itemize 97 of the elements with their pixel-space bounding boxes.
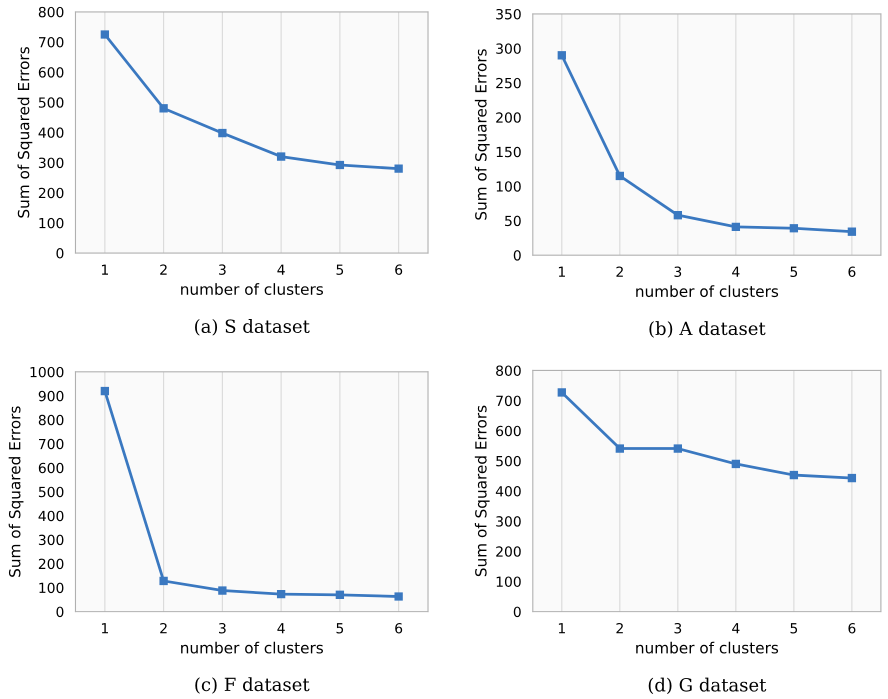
- x-tick-label: 5: [790, 266, 798, 277]
- y-tick-label: 150: [496, 146, 521, 158]
- y-tick-label: 700: [39, 438, 64, 450]
- y-axis-title: Sum of Squared Errors: [474, 49, 490, 220]
- point: [848, 228, 856, 236]
- x-tick-label: 5: [336, 264, 344, 275]
- y-tick-label: 600: [496, 426, 521, 436]
- y-axis-title: Sum of Squared Errors: [18, 47, 32, 218]
- y-tick-label: 700: [39, 36, 64, 48]
- y-tick-label: 200: [496, 546, 521, 557]
- x-tick-label: 2: [160, 622, 167, 634]
- point: [218, 586, 227, 595]
- y-axis-title: Sum of Squared Errors: [8, 406, 24, 577]
- x-tick-label: 4: [732, 266, 740, 277]
- y-tick-label: 0: [514, 250, 521, 261]
- point: [790, 224, 798, 232]
- y-tick-label: 0: [514, 606, 521, 618]
- x-tick-label: 6: [395, 622, 402, 634]
- x-tick-label: 3: [674, 622, 682, 634]
- y-tick-label: 100: [39, 218, 64, 228]
- y-tick-label: 400: [38, 127, 64, 138]
- x-axis-title: number of clusters: [181, 283, 323, 295]
- y-tick-label: 200: [38, 558, 64, 570]
- point: [558, 388, 566, 397]
- point: [100, 386, 110, 396]
- x-tick-label: 4: [732, 623, 740, 634]
- y-tick-label: 500: [496, 456, 521, 466]
- x-tick-label: 3: [219, 622, 226, 634]
- y-tick-label: 0: [56, 606, 64, 618]
- y-tick-label: 800: [38, 6, 64, 18]
- point: [616, 444, 624, 453]
- x-tick-label: 1: [558, 623, 565, 634]
- x-axis-title: number of clusters: [636, 285, 778, 298]
- y-tick-label: 300: [38, 158, 64, 168]
- y-tick-label: 600: [38, 462, 64, 474]
- y-tick-label: 0: [56, 248, 64, 259]
- y-tick-label: 100: [39, 582, 64, 594]
- y-tick-label: 1000: [30, 366, 64, 378]
- point: [100, 30, 110, 39]
- y-tick-label: 500: [38, 97, 64, 108]
- point: [336, 590, 344, 600]
- y-tick-label: 200: [496, 112, 521, 123]
- y-tick-label: 600: [38, 67, 64, 78]
- x-tick-label: 2: [160, 264, 167, 275]
- text: (b) A dataset: [649, 321, 766, 338]
- point: [558, 51, 566, 60]
- point: [394, 592, 403, 601]
- text: (d) G dataset: [648, 678, 766, 694]
- x-tick-label: 2: [616, 266, 623, 277]
- y-tick-label: 300: [38, 534, 64, 546]
- x-tick-label: 3: [674, 266, 682, 277]
- x-tick-label: 4: [277, 264, 285, 275]
- text: (a) S dataset: [195, 319, 310, 336]
- x-tick-label: 6: [848, 266, 856, 277]
- point: [732, 460, 740, 468]
- point: [848, 474, 856, 482]
- point: [790, 470, 798, 480]
- point: [616, 172, 624, 180]
- y-tick-label: 400: [38, 510, 64, 522]
- x-tick-label: 1: [102, 264, 108, 275]
- point: [674, 211, 682, 220]
- y-tick-label: 350: [496, 8, 521, 20]
- point: [336, 160, 344, 170]
- x-tick-label: 5: [336, 623, 344, 634]
- point: [674, 444, 682, 453]
- x-tick-label: 4: [277, 623, 285, 634]
- x-tick-label: 6: [395, 264, 402, 275]
- y-tick-label: 400: [496, 486, 521, 497]
- x-axis-title: number of clusters: [636, 642, 778, 654]
- y-tick-label: 100: [496, 576, 521, 587]
- y-tick-label: 700: [496, 396, 521, 406]
- point: [276, 152, 286, 161]
- y-tick-label: 250: [496, 78, 521, 88]
- x-tick-label: 1: [558, 266, 565, 277]
- y-tick-label: 800: [38, 414, 64, 426]
- x-tick-label: 2: [616, 622, 623, 634]
- point: [159, 576, 168, 586]
- x-tick-label: 1: [102, 623, 108, 634]
- point: [159, 104, 168, 113]
- point: [732, 222, 740, 232]
- y-tick-label: 800: [496, 365, 521, 376]
- point: [276, 590, 286, 598]
- y-tick-label: 300: [496, 43, 521, 54]
- x-axis-title: number of clusters: [181, 642, 323, 654]
- x-tick-label: 6: [848, 622, 856, 634]
- y-tick-label: 900: [38, 390, 64, 402]
- x-tick-label: 3: [219, 264, 226, 275]
- x-tick-label: 5: [790, 623, 798, 634]
- point: [394, 164, 403, 173]
- y-tick-label: 100: [496, 181, 521, 192]
- y-tick-label: 500: [38, 486, 64, 498]
- y-axis-title: Sum of Squared Errors: [474, 406, 490, 576]
- y-tick-label: 300: [496, 516, 521, 527]
- text: (c) F dataset: [195, 677, 310, 694]
- y-tick-label: 200: [38, 188, 64, 198]
- y-tick-label: 50: [505, 216, 521, 226]
- point: [218, 128, 227, 138]
